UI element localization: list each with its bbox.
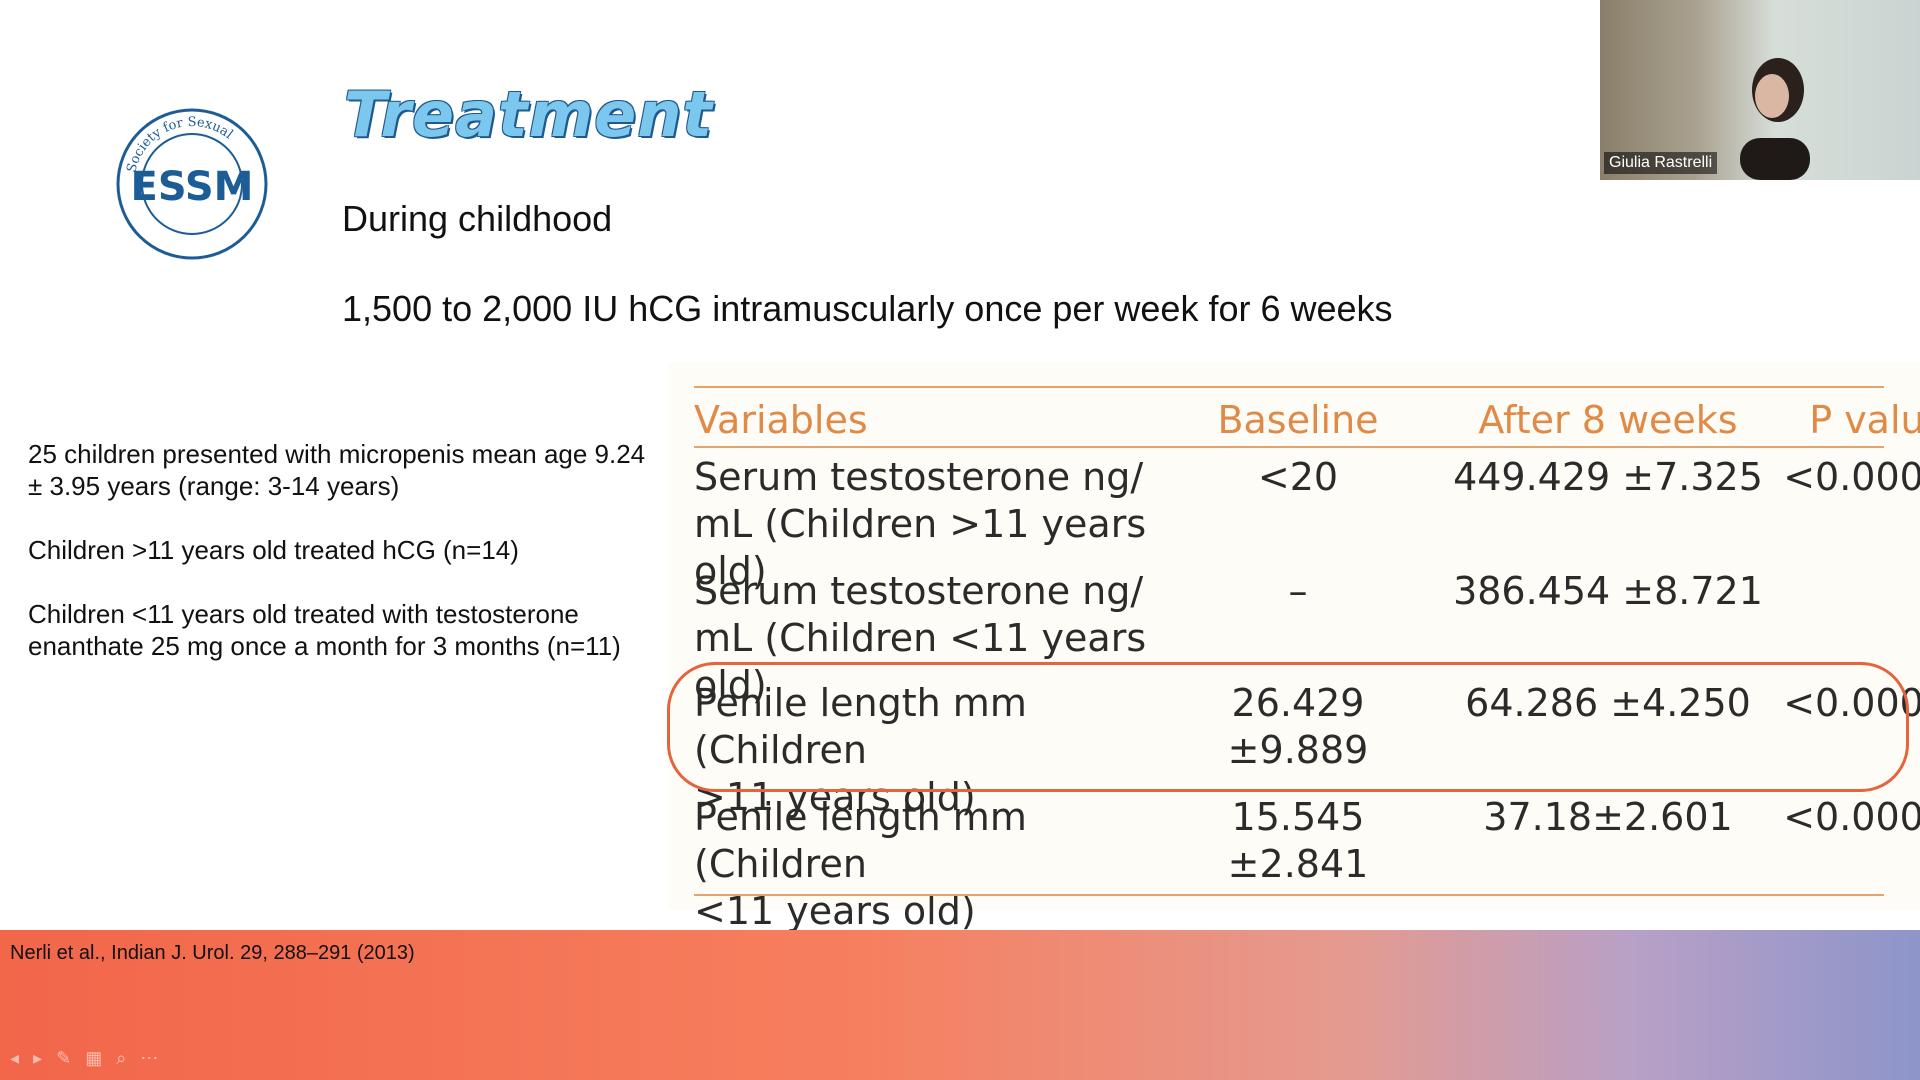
- table-cell-baseline: 15.545 ±2.841: [1227, 795, 1369, 886]
- header-after: After 8 weeks: [1478, 398, 1738, 442]
- slides-icon[interactable]: ▦: [85, 1048, 117, 1068]
- table-cell-after: 64.286 ±4.250: [1465, 681, 1751, 725]
- results-table: Variables Baseline After 8 weeks P value…: [668, 362, 1920, 933]
- table-cell-variable: Serum testosterone ng/ mL (Children <11 …: [694, 569, 1147, 707]
- slide-footer: Nerli et al., Indian J. Urol. 29, 288–29…: [0, 930, 1920, 1080]
- participant-video: [1740, 58, 1810, 180]
- note-item: 25 children presented with micropenis me…: [28, 439, 646, 501]
- logo-monogram: ESSM: [131, 164, 254, 210]
- presentation-controls: ◂▸✎▦⌕⋯: [10, 1048, 172, 1069]
- table-cell-after: 449.429 ±7.325: [1453, 455, 1763, 499]
- more-icon[interactable]: ⋯: [140, 1048, 173, 1068]
- essm-logo-icon: Society for Sexual ESSM: [116, 108, 268, 260]
- pen-icon[interactable]: ✎: [56, 1048, 86, 1068]
- note-item: Children <11 years old treated with test…: [28, 599, 621, 661]
- table-bottom-rule: [694, 894, 1884, 896]
- essm-logo: Society for Sexual ESSM: [112, 104, 272, 264]
- study-notes: 25 children presented with micropenis me…: [28, 438, 648, 694]
- table-header-rule: [694, 446, 1884, 448]
- table-cell-pvalue: <0.0001: [1783, 795, 1920, 839]
- table-cell-baseline: 26.429 ±9.889: [1227, 681, 1369, 772]
- table-cell-baseline: <20: [1257, 455, 1339, 499]
- participant-name: Giulia Rastrelli: [1604, 152, 1718, 174]
- table-top-rule: [694, 386, 1884, 388]
- zoom-icon[interactable]: ⌕: [116, 1048, 141, 1068]
- dosage-line: 1,500 to 2,000 IU hCG intramuscularly on…: [342, 288, 1393, 329]
- highlight-oval: [667, 662, 1909, 792]
- table-cell-baseline: –: [1288, 569, 1308, 613]
- note-item: Children >11 years old treated hCG (n=14…: [28, 535, 519, 565]
- table-cell-variable: Penile length mm (Children <11 years old…: [694, 795, 1027, 933]
- header-pvalue: P value: [1809, 398, 1920, 442]
- header-baseline: Baseline: [1217, 398, 1379, 442]
- webcam-tile[interactable]: Giulia Rastrelli: [1600, 0, 1920, 180]
- header-variables: Variables: [694, 398, 868, 442]
- next-icon[interactable]: ▸: [33, 1048, 57, 1068]
- table-cell-after: 386.454 ±8.721: [1453, 569, 1763, 613]
- table-cell-variable: Penile length mm (Children >11 years old…: [694, 681, 1027, 819]
- slide-title: Treatment: [344, 78, 714, 151]
- slide-subtitle: During childhood: [342, 198, 613, 239]
- prev-icon[interactable]: ◂: [10, 1048, 34, 1068]
- table-cell-variable: Serum testosterone ng/ mL (Children >11 …: [694, 455, 1147, 593]
- table-cell-after: 37.18±2.601: [1483, 795, 1733, 839]
- citation: Nerli et al., Indian J. Urol. 29, 288–29…: [10, 942, 415, 964]
- table-cell-pvalue: <0.0001: [1783, 455, 1920, 499]
